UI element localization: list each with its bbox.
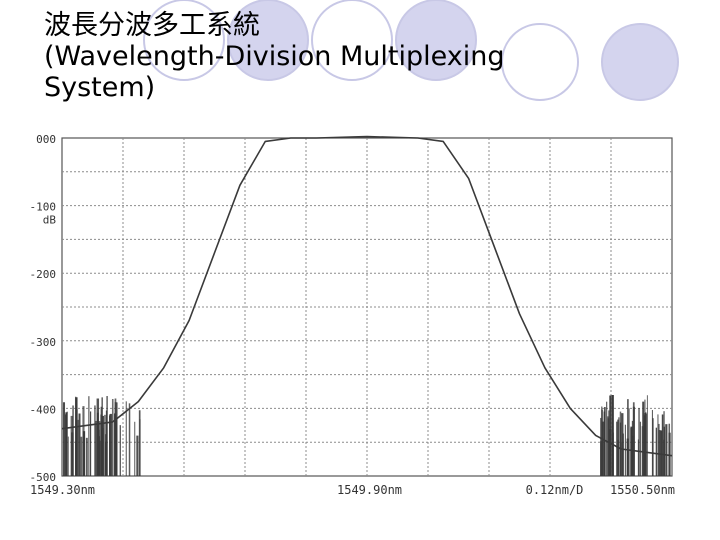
y-tick-label: -500 [30, 471, 57, 484]
y-tick-label: -200 [30, 268, 57, 281]
y-tick-label: -300 [30, 336, 57, 349]
x-tick-label: 0.12nm/D [526, 483, 584, 497]
x-tick-label: 1549.90nm [337, 483, 402, 497]
decor-circle [311, 0, 393, 81]
spectrum-chart: 000 -100 -200 -300 -400 -500 dB 1549.30nm 1549.9… [30, 133, 676, 497]
x-tick-label: 1549.30nm [30, 483, 95, 497]
decor-circle [143, 0, 225, 81]
y-unit-label: dB [43, 214, 57, 227]
title-chinese: 波長分波多工系統 [44, 10, 260, 41]
spectrum-trace [61, 135, 673, 457]
decor-circle [227, 0, 309, 81]
y-tick-label: -400 [30, 403, 57, 416]
decor-circle [395, 0, 477, 81]
title-english-line2: System) [44, 72, 156, 103]
title-english-line1: (Wavelength-Division Multiplexing [44, 41, 505, 72]
slide-title: 波長分波多工系統 (Wavelength-Division Multiplexi… [44, 10, 604, 103]
x-tick-label: 1550.50nm [610, 483, 675, 497]
y-tick-label: 000 [36, 133, 56, 146]
decorative-circles [143, 0, 679, 101]
decor-circle [601, 23, 679, 101]
noise-floor-spikes [62, 395, 671, 476]
y-tick-label: -100 [30, 201, 57, 214]
decor-circle [501, 23, 579, 101]
